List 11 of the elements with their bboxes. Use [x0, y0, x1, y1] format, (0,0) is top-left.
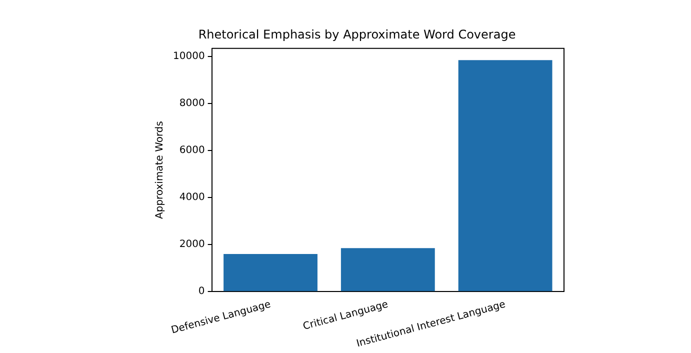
chart-title: Rhetorical Emphasis by Approximate Word Coverage: [198, 27, 516, 42]
y-tick-label: 8000: [179, 98, 205, 110]
y-tick-label: 6000: [179, 145, 205, 156]
y-tick-label: 2000: [179, 239, 205, 250]
y-tick-label: 0: [198, 286, 205, 298]
bar: [340, 248, 435, 292]
y-tick-label: 4000: [179, 192, 205, 204]
bar: [224, 254, 318, 292]
y-axis-title: Approximate Words: [154, 121, 166, 219]
bar: [458, 60, 552, 292]
y-tick-label: 10000: [173, 51, 205, 62]
